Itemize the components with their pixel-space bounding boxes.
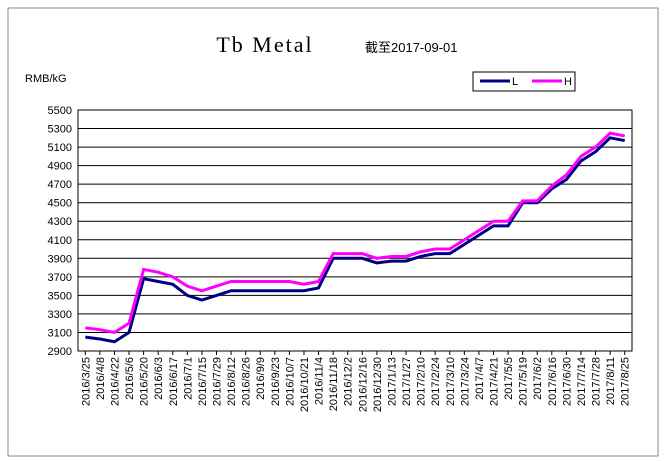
plot-area [77,109,633,352]
x-tick-label: 2016/8/12 [226,357,238,406]
legend-label: L [512,76,518,88]
y-tick-label: 5500 [48,105,72,117]
x-tick-label: 2016/7/15 [197,357,209,406]
y-tick-label: 4700 [48,179,72,191]
y-tick-label: 5100 [48,142,72,154]
x-tick-label: 2016/8/26 [241,357,253,406]
x-tick-label: 2016/9/9 [255,357,267,400]
x-tick-label: 2016/11/4 [314,357,326,405]
x-tick-label: 2017/7/28 [591,357,603,406]
x-tick-label: 2017/7/14 [576,357,588,406]
y-axis-label: RMB/kG [25,73,67,85]
x-tick-label: 2017/5/5 [503,357,515,400]
x-tick-label: 2017/6/30 [561,357,573,406]
y-tick-label: 5300 [48,124,72,136]
x-tick-label: 2016/4/8 [95,357,107,400]
y-tick-label: 3100 [48,327,72,339]
chart-title: Tb Metal [216,32,313,57]
x-tick-label: 2016/4/22 [109,357,121,406]
x-tick-label: 2016/5/20 [139,357,151,406]
series-line [85,136,625,344]
x-tick-label: 2016/7/29 [212,357,224,406]
x-tick-label: 2017/1/27 [401,357,413,406]
y-tick-label: 4300 [48,216,72,228]
x-tick-label: 2016/6/17 [168,357,180,406]
x-tick-label: 2016/9/23 [270,357,282,406]
x-tick-label: 2017/1/13 [386,357,398,406]
x-tick-label: 2016/12/2 [343,357,355,406]
x-tick-label: 2017/3/10 [445,357,457,406]
legend-label: H [564,76,572,88]
y-tick-label: 4500 [48,198,72,210]
x-tick-label: 2016/5/6 [124,357,136,400]
x-tick-label: 2017/4/7 [474,357,486,400]
y-tick-label: 3700 [48,272,72,284]
x-tick-label: 2016/6/3 [153,357,165,400]
x-tick-label: 2017/8/25 [620,357,632,406]
x-tick-label: 2016/10/21 [299,357,311,412]
legend-box [472,71,576,92]
x-tick-label: 2016/7/1 [182,357,194,400]
x-tick-label: 2017/5/19 [518,357,530,406]
x-tick-label: 2016/3/25 [80,357,92,406]
x-tick-label: 2016/12/16 [357,357,369,412]
y-tick-label: 4900 [48,161,72,173]
y-tick-label: 3300 [48,309,72,321]
x-tick-label: 2017/8/11 [605,357,617,405]
x-tick-label: 2016/11/18 [328,357,340,411]
y-tick-label: 2900 [48,346,72,358]
x-tick-label: 2017/6/2 [532,357,544,400]
x-tick-label: 2017/2/10 [416,357,428,406]
x-tick-label: 2017/6/16 [547,357,559,406]
y-tick-label: 3500 [48,290,72,302]
x-tick-label: 2017/3/24 [459,357,471,406]
y-tick-label: 4100 [48,235,72,247]
series-line [85,131,625,335]
x-tick-label: 2016/10/7 [284,357,296,406]
y-tick-label: 3900 [48,253,72,265]
x-tick-label: 2016/12/30 [372,357,384,412]
x-tick-label: 2017/4/21 [489,357,501,406]
chart-subtitle: 截至2017-09-01 [365,40,458,55]
x-tick-label: 2017/2/24 [430,357,442,406]
